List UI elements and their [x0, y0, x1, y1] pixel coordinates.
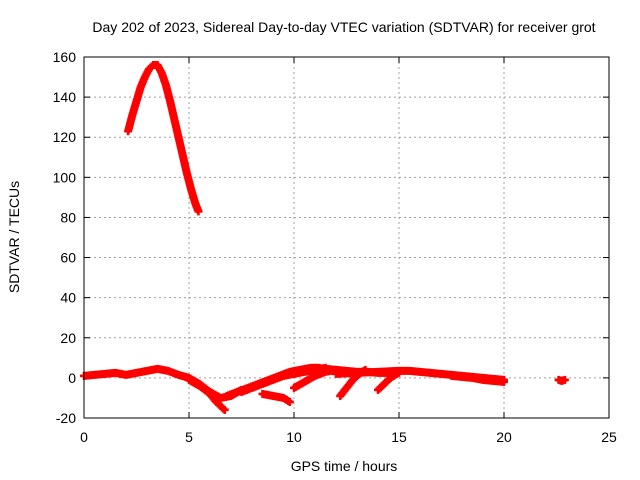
series-arc-high [124, 61, 203, 216]
y-tick-label: 40 [60, 290, 76, 306]
y-tick-label: 20 [60, 330, 76, 346]
plot-frame [83, 56, 610, 419]
y-tick-label: 160 [53, 49, 77, 65]
x-tick-label: 20 [496, 429, 512, 445]
chart-title: Day 202 of 2023, Sidereal Day-to-day VTE… [92, 19, 595, 35]
series-arc-dip [185, 375, 229, 414]
y-tick-label: -20 [56, 410, 76, 426]
y-axis-label: SDTVAR / TECUs [6, 181, 22, 293]
x-axis-label: GPS time / hours [291, 458, 398, 474]
data-points [80, 61, 569, 414]
y-tick-label: 60 [60, 250, 76, 266]
series-arc-fall-c [258, 389, 294, 406]
series-arc-rise-b [237, 363, 330, 396]
series-arc-tail [447, 371, 508, 386]
y-tick-label: 140 [53, 89, 77, 105]
x-tick-label: 25 [601, 429, 617, 445]
series-point-late [554, 375, 569, 385]
y-tick-label: 120 [53, 129, 77, 145]
x-tick-label: 10 [286, 429, 302, 445]
x-tick-label: 5 [185, 429, 193, 445]
grid-lines [84, 57, 609, 418]
y-tick-label: 100 [53, 169, 77, 185]
y-tick-label: 80 [60, 209, 76, 225]
x-tick-label: 0 [80, 429, 88, 445]
series-arc-low-main [80, 364, 246, 402]
x-tick-label: 15 [391, 429, 407, 445]
y-tick-label: 0 [68, 370, 76, 386]
